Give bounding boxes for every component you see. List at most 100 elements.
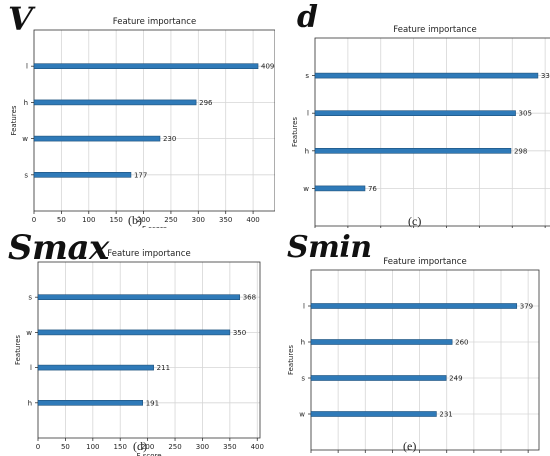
bar [310,375,447,381]
y-tick-label: h [28,399,32,407]
x-tick-label: 150 [109,216,122,224]
y-tick-label: w [303,185,309,193]
plot-frame [314,37,550,227]
y-tick-label: h [24,99,28,107]
panel-label: Smax [8,228,109,268]
bar [37,400,143,406]
x-axis-label: F score [142,225,167,228]
data-label: 350 [233,329,246,337]
chart-title: Feature importance [107,249,190,259]
panel-label: Smin [287,230,372,265]
x-tick-label: 300 [196,443,209,451]
panel-caption: (b) [128,213,142,227]
chart-panel-e: Smin 379260249231lhsw0501001502002503003… [275,228,550,456]
bar [33,99,197,106]
y-tick-label: l [303,303,305,311]
x-tick-label: 0 [36,443,40,451]
y-tick-label: h [305,147,309,155]
data-label: 305 [519,110,532,118]
plot-area [315,38,550,226]
y-tick-label: l [30,364,32,372]
bar [314,72,539,79]
bar [37,329,231,336]
x-tick-label: 0 [32,216,36,224]
data-label: 230 [163,135,176,143]
plot-frame [310,269,540,451]
x-tick-label: 150 [114,443,127,451]
data-label: 260 [455,339,468,347]
data-label: 409 [261,63,274,71]
feature-importance-chart: 33930529876slhw050100150200250300350Feat… [291,25,550,228]
y-tick-label: w [22,135,28,143]
x-tick-label: 100 [82,216,95,224]
bar [310,339,453,345]
x-tick-label: 400 [246,216,259,224]
chart-panel-c: d 33930529876slhw050100150200250300350Fe… [275,0,550,228]
y-tick-label: s [28,294,32,302]
chart-panel-d: Smax 368 350 211 191 s w l h 0 50 100 150 200 250 300 3… [0,228,275,456]
bar [314,185,366,192]
y-tick-label: l [26,63,28,71]
y-tick-label: l [307,110,309,118]
x-tick-label: 100 [86,443,99,451]
panel-caption: (e) [403,439,417,453]
y-axis-label: Features [14,335,22,365]
x-tick-label: 50 [61,443,70,451]
chart-title: Feature importance [383,257,466,267]
data-label: 379 [520,303,533,311]
bar [310,303,518,309]
bar [310,411,437,417]
x-axis-label: F score [136,452,161,456]
bar [37,364,154,371]
plot-area [34,30,275,211]
chart-title: Feature importance [393,25,476,35]
x-tick-label: 200 [141,443,154,451]
panel-label: d [297,0,318,35]
data-label: 298 [514,147,527,155]
data-label: 76 [368,185,377,193]
feature-importance-chart: 368 350 211 191 s w l h 0 50 100 150 200 250 300 350 400… [14,249,264,456]
bar [314,110,516,116]
data-label: 249 [449,375,462,383]
panel-caption: (c) [408,214,422,228]
chart-title: Feature importance [113,17,196,27]
data-label: 211 [157,364,170,372]
bar [37,294,241,300]
plot-area [311,270,539,450]
feature-importance-chart: 409 296 230 177 l h w s 0 50 100 150 200 250 300 350 400… [10,17,275,228]
y-tick-label: s [305,72,309,80]
feature-importance-chart: 379260249231lhsw050100150200250300350400… [287,257,540,456]
bar [33,135,161,142]
x-tick-label: 200 [137,216,150,224]
y-tick-label: h [301,339,305,347]
data-label: 177 [134,171,147,179]
x-tick-label: 250 [168,443,181,451]
x-tick-label: 300 [192,216,205,224]
chart-panel-b: V 409 296 230 177 l h w s 0 50 100 150 200 250 300 350 4… [0,0,275,228]
bar [314,148,512,154]
x-tick-label: 50 [57,216,66,224]
y-tick-label: s [24,171,28,179]
plot-area [38,262,260,438]
x-tick-label: 400 [251,443,264,451]
y-axis-label: Features [287,345,295,375]
x-tick-label: 350 [223,443,236,451]
panel-caption: (d) [133,439,147,453]
y-tick-label: s [301,375,305,383]
data-label: 339 [541,72,550,80]
bar [33,63,259,70]
y-axis-label: Features [291,117,299,147]
data-label: 296 [199,99,213,107]
x-tick-label: 350 [219,216,232,224]
plot-frame [33,29,275,212]
panel-label: V [8,0,33,38]
bar [33,172,132,178]
data-label: 231 [439,411,452,419]
data-label: 191 [146,399,159,407]
plot-frame [37,261,261,439]
y-tick-label: w [26,329,32,337]
y-axis-label: Features [10,105,18,135]
x-tick-label: 250 [164,216,177,224]
y-tick-label: w [299,411,305,419]
data-label: 368 [243,294,256,302]
